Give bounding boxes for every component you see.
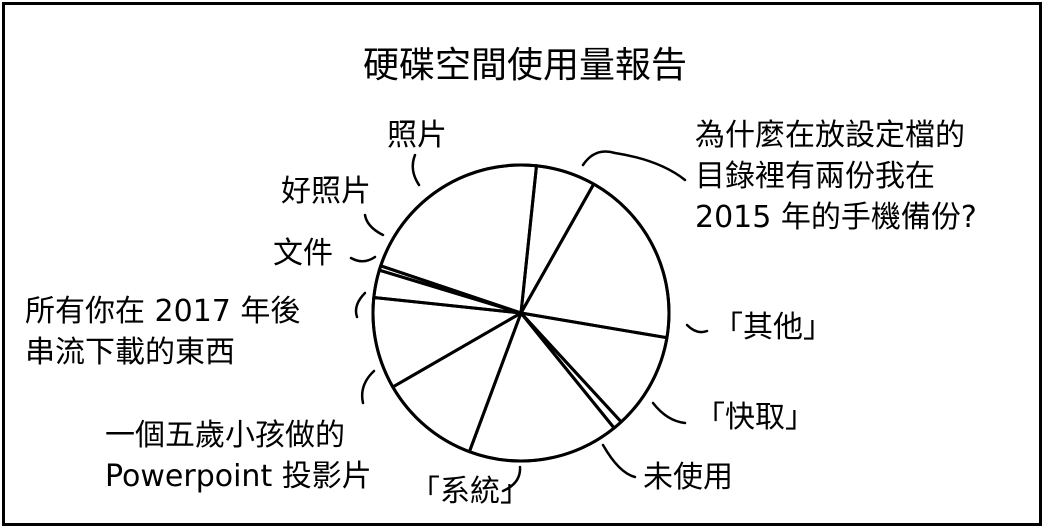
leader-line-3 xyxy=(601,443,637,479)
leader-line-7 xyxy=(349,255,377,263)
leader-line-4 xyxy=(501,465,522,493)
pie-chart: 硬碟空間使用量報告 為什麼在放設定檔的目錄裡有兩份我在 2015 年的手機備份? 「… xyxy=(25,45,977,509)
leader-line-2 xyxy=(651,401,687,425)
pie-slice-1 xyxy=(519,182,671,340)
pie-slice-2 xyxy=(519,311,669,424)
chart-panel: 硬碟空間使用量報告 為什麼在放設定檔的目錄裡有兩份我在 2015 年的手機備份? 「… xyxy=(2,2,1042,526)
slice-label-line: 照片 xyxy=(387,118,447,153)
slice-label-line: 一個五歲小孩做的 xyxy=(105,418,345,453)
slice-label-line: 文件 xyxy=(273,236,333,271)
slice-label-5: 一個五歲小孩做的 Powerpoint 投影片 xyxy=(105,418,372,494)
slice-label-9: 照片 xyxy=(387,118,447,153)
slice-label-line: 為什麼在放設定檔的 xyxy=(695,118,965,153)
leader-line-9 xyxy=(411,153,421,187)
slice-label-8: 好照片 xyxy=(281,174,371,209)
slice-label-line: 「快取」 xyxy=(695,400,815,435)
chart-title: 硬碟空間使用量報告 xyxy=(363,45,687,86)
slice-label-line: 「其他」 xyxy=(713,310,833,345)
slice-label-7: 文件 xyxy=(273,236,333,271)
pie-slice-5 xyxy=(391,311,523,454)
slice-label-line: 「系統」 xyxy=(410,474,530,509)
slice-label-2: 「快取」 xyxy=(695,400,815,435)
leader-line-6 xyxy=(354,291,367,319)
slice-label-0: 為什麼在放設定檔的目錄裡有兩份我在 2015 年的手機備份? xyxy=(695,118,977,235)
pie-slice-9 xyxy=(379,163,538,315)
slice-label-line: 所有你在 2017 年後 xyxy=(25,294,300,329)
slice-label-3: 未使用 xyxy=(643,460,733,495)
slice-label-6: 所有你在 2017 年後串流下載的東西 xyxy=(25,294,300,370)
slice-label-line: 串流下載的東西 xyxy=(25,335,235,370)
leader-line-0 xyxy=(581,150,687,182)
leader-line-1 xyxy=(685,323,709,334)
slice-label-line: 未使用 xyxy=(643,460,733,495)
slice-label-line: 好照片 xyxy=(281,174,371,209)
leader-line-8 xyxy=(363,213,385,237)
slice-label-1: 「其他」 xyxy=(713,310,833,345)
slice-label-line: Powerpoint 投影片 xyxy=(105,459,372,494)
slice-label-4: 「系統」 xyxy=(410,474,530,509)
leader-line-5 xyxy=(360,369,376,405)
slice-label-line: 2015 年的手機備份? xyxy=(695,200,977,235)
slice-label-line: 目錄裡有兩份我在 xyxy=(695,159,935,194)
pie-outline xyxy=(371,163,671,463)
